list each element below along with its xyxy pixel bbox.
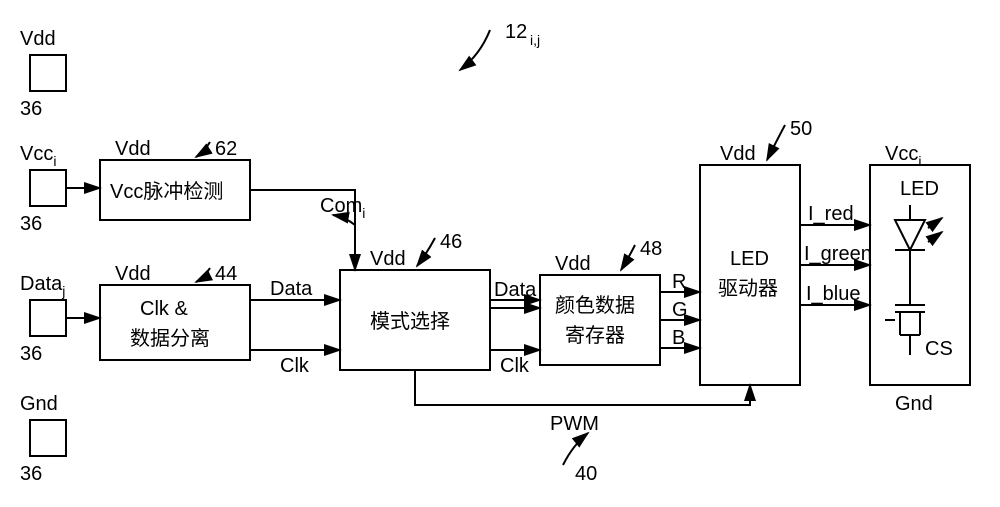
block62-num-arrow <box>196 142 210 157</box>
label-data1: Data <box>270 278 313 300</box>
block62-vdd: Vdd <box>115 138 151 160</box>
pad-vcc <box>30 170 66 206</box>
label-igreen: I_green <box>804 243 872 265</box>
pad-data <box>30 300 66 336</box>
block-color-reg <box>540 275 660 365</box>
pad-vdd-label: Vdd <box>20 28 56 50</box>
label-data2: Data <box>494 279 537 301</box>
transistor-icon <box>885 290 925 355</box>
ref-40-label: 40 <box>575 463 597 485</box>
ledcell-cs: CS <box>925 338 953 360</box>
block-diagram: 12 i,j 40 Vdd 36 Vcci 36 Dataj 36 Gnd 36… <box>0 0 1000 507</box>
pad-gnd-num: 36 <box>20 463 42 485</box>
block50-label-top: LED <box>730 248 769 270</box>
block44-label-bot: 数据分离 <box>130 327 210 350</box>
ref-12-label: 12 <box>505 21 527 43</box>
pad-vcc-num: 36 <box>20 213 42 235</box>
block48-vdd: Vdd <box>555 253 591 275</box>
block50-label-bot: 驱动器 <box>718 277 778 300</box>
pad-vdd-num: 36 <box>20 98 42 120</box>
label-b: B <box>672 327 685 349</box>
label-ired: I_red <box>808 203 854 225</box>
label-clk1: Clk <box>280 355 310 377</box>
block44-label-top: Clk & <box>140 298 188 320</box>
pad-vcc-label: Vcci <box>20 143 56 169</box>
ledcell-led: LED <box>900 178 939 200</box>
ledcell-gnd: Gnd <box>895 393 933 415</box>
block48-num: 48 <box>640 238 662 260</box>
label-clk2: Clk <box>500 355 530 377</box>
block46-num: 46 <box>440 231 462 253</box>
pad-data-num: 36 <box>20 343 42 365</box>
block46-num-arrow <box>417 238 435 266</box>
label-iblue: I_blue <box>806 283 861 305</box>
block-led-driver <box>700 165 800 385</box>
block62-num: 62 <box>215 138 237 160</box>
pad-gnd-label: Gnd <box>20 393 58 415</box>
block62-label: Vcc脉冲检测 <box>110 180 223 203</box>
ref-arrow-12 <box>460 30 490 70</box>
pad-gnd <box>30 420 66 456</box>
label-pwm: PWM <box>550 413 599 435</box>
block48-num-arrow <box>621 245 635 270</box>
block46-label: 模式选择 <box>370 310 450 333</box>
block50-num: 50 <box>790 118 812 140</box>
pad-vdd <box>30 55 66 91</box>
block44-num-arrow <box>196 268 210 282</box>
led-symbol-icon <box>895 205 942 290</box>
pad-data-label: Dataj <box>20 273 65 299</box>
label-r: R <box>672 271 686 293</box>
block48-label-top: 颜色数据 <box>555 294 635 317</box>
block44-vdd: Vdd <box>115 263 151 285</box>
block50-vdd: Vdd <box>720 143 756 165</box>
block44-num: 44 <box>215 263 237 285</box>
ref-arrow-40 <box>563 433 588 465</box>
ref-12-sub: i,j <box>530 32 540 48</box>
block48-label-bot: 寄存器 <box>565 324 625 347</box>
block46-vdd: Vdd <box>370 248 406 270</box>
label-g: G <box>672 299 688 321</box>
block50-num-arrow <box>767 125 785 160</box>
